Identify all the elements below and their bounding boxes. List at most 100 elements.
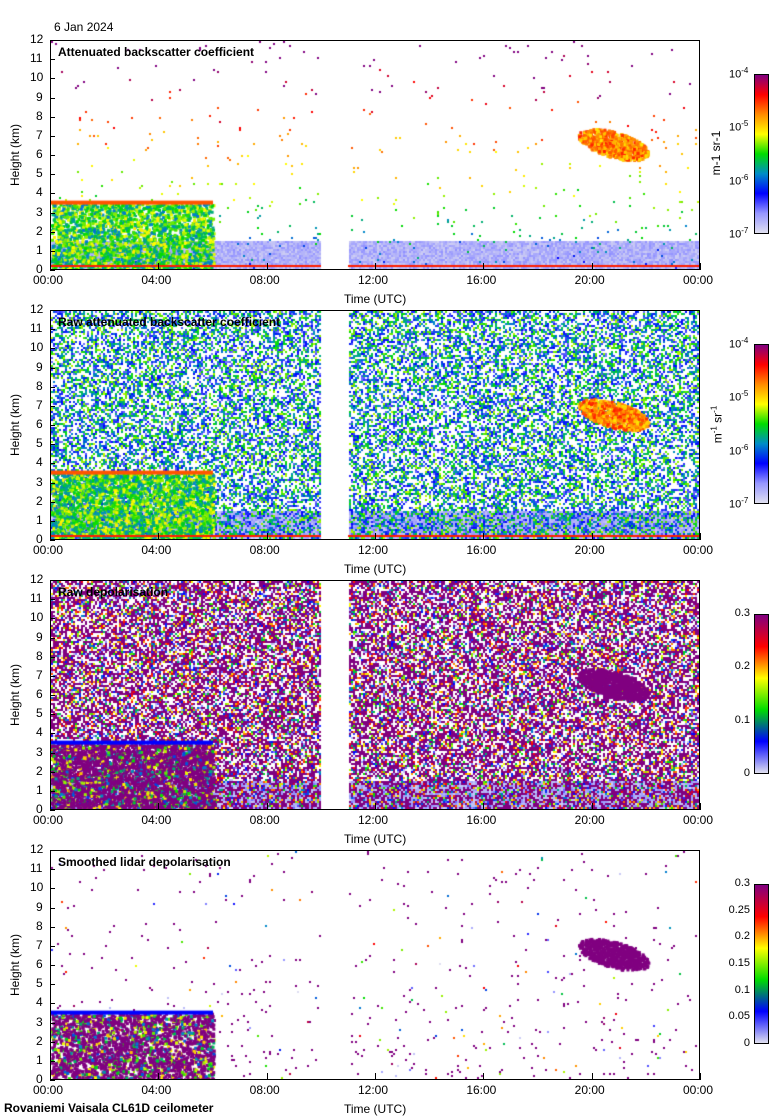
x-tick (50, 263, 51, 270)
y-tick (50, 850, 55, 851)
y-tick-label: 6 (36, 147, 43, 161)
y-tick (50, 1003, 55, 1005)
y-tick-label: 7 (36, 127, 43, 142)
y-tick-label: 5 (36, 706, 43, 721)
y-tick-label: 7 (36, 397, 43, 412)
y-tick-label: 12 (30, 572, 44, 586)
plot-area: Smoothed lidar depolarisation (50, 850, 700, 1080)
x-axis-label: Time (UTC) (344, 562, 407, 576)
x-tick-label: 08:00 (249, 813, 280, 827)
x-tick-label: 00:00 (33, 543, 64, 557)
unit-sr: sr (710, 412, 725, 423)
colorbar (754, 344, 769, 504)
x-tick-label: 20:00 (574, 273, 605, 287)
y-axis-label: Height (km) (8, 124, 22, 187)
chart-panel-4: Smoothed lidar depolarisation Height (km)… (0, 842, 780, 1120)
y-tick (50, 59, 55, 61)
y-tick (50, 367, 55, 369)
colorbar (754, 74, 769, 234)
y-axis-label: Height (km) (8, 934, 22, 997)
x-tick (158, 263, 160, 270)
date-label: 6 Jan 2024 (54, 20, 114, 34)
unit-m-exp: -1 (709, 426, 719, 434)
y-tick-label: 10 (30, 880, 44, 895)
y-tick (50, 790, 55, 792)
y-tick (50, 97, 55, 99)
y-axis-label: Height (km) (8, 664, 22, 727)
x-tick-label: 00:00 (683, 273, 714, 287)
colorbar-units: m-1 sr-1 (708, 395, 725, 455)
colorbar-tick-label: 10-4 (729, 66, 748, 81)
y-tick-label: 12 (30, 302, 44, 316)
x-tick-label: 16:00 (466, 273, 497, 287)
colorbar-tick-label: 0.05 (728, 1010, 750, 1023)
x-tick-label: 00:00 (683, 813, 714, 827)
y-tick (50, 945, 55, 947)
y-tick (50, 1022, 55, 1024)
x-tick-label: 04:00 (141, 273, 172, 287)
x-tick-label: 08:00 (249, 543, 280, 557)
colorbar-tick-exp: -7 (741, 226, 749, 235)
x-tick (591, 263, 593, 270)
x-axis-label: Time (UTC) (344, 832, 407, 846)
y-tick-label: 9 (36, 89, 43, 104)
x-tick-label: 12:00 (358, 1083, 389, 1097)
y-tick (50, 1041, 55, 1043)
x-tick (266, 263, 268, 270)
y-tick-label: 8 (36, 648, 43, 663)
x-tick (158, 1073, 160, 1080)
x-tick (700, 1073, 701, 1080)
colorbar-tick-label: 0 (743, 767, 750, 779)
x-tick (158, 533, 160, 540)
colorbar-tick-label: 10-4 (729, 336, 748, 351)
x-tick-label: 12:00 (358, 813, 389, 827)
y-tick (50, 135, 55, 137)
y-tick-label: 2 (36, 763, 43, 778)
y-tick-label: 4 (36, 455, 43, 470)
y-tick-label: 8 (36, 378, 43, 393)
y-tick (50, 733, 55, 735)
y-tick-label: 5 (36, 976, 43, 991)
y-tick (50, 675, 55, 677)
y-tick-label: 11 (30, 321, 43, 336)
x-tick (483, 1073, 485, 1080)
colorbar-tick-base: 10 (729, 228, 742, 241)
y-tick (50, 580, 55, 581)
x-tick (591, 533, 593, 540)
x-tick (483, 533, 485, 540)
y-tick (50, 348, 55, 350)
colorbar-tick-base: 10 (729, 498, 742, 511)
colorbar-tick-exp: -5 (741, 389, 749, 399)
y-tick-label: 8 (36, 108, 43, 123)
colorbar-tick-label: 10-5 (729, 119, 748, 134)
y-tick (50, 695, 55, 696)
colorbar-tick-label: 10-5 (729, 389, 748, 404)
y-tick-label: 1 (36, 512, 43, 527)
y-tick (50, 193, 55, 195)
y-tick (50, 869, 55, 871)
y-tick-label: 4 (36, 995, 43, 1010)
plot-area: Attenuated backscatter coefficient (50, 40, 700, 270)
x-tick-label: 12:00 (358, 273, 389, 287)
y-tick-label: 3 (36, 744, 43, 759)
y-tick-label: 11 (30, 51, 43, 66)
y-tick-label: 3 (36, 474, 43, 489)
y-tick-label: 1 (36, 782, 43, 797)
heatmap-canvas (51, 851, 699, 1079)
colorbar (754, 884, 769, 1044)
colorbar-label: m-1 sr-1 (709, 130, 723, 176)
y-tick-label: 6 (36, 957, 43, 971)
x-tick (50, 1073, 51, 1080)
colorbar-tick-exp: -5 (741, 119, 749, 129)
y-tick (50, 386, 55, 388)
x-tick (266, 1073, 268, 1080)
colorbar-tick-label: 10-6 (729, 443, 748, 458)
y-tick-label: 10 (30, 610, 44, 625)
y-tick-label: 5 (36, 166, 43, 181)
y-tick (50, 250, 55, 252)
colorbar-tick-label: 0.3 (734, 877, 750, 889)
y-tick (50, 501, 55, 503)
x-tick-label: 04:00 (141, 813, 172, 827)
colorbar-tick-label: 0.15 (728, 957, 750, 969)
colorbar-tick-label: 0.2 (734, 930, 750, 943)
